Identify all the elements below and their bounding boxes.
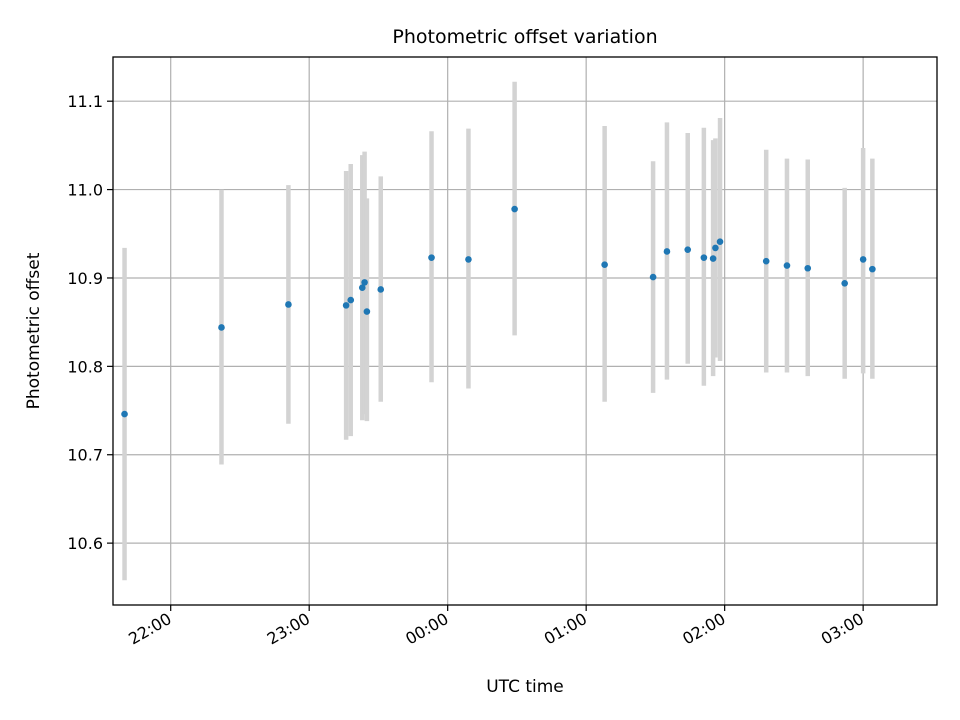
chart-title: Photometric offset variation xyxy=(392,26,657,48)
data-point xyxy=(121,410,128,418)
data-point xyxy=(218,324,225,331)
data-point xyxy=(663,248,671,255)
data-point xyxy=(465,256,472,263)
y-tick-label: 11.0 xyxy=(67,181,103,200)
data-point xyxy=(709,255,717,262)
data-point xyxy=(342,302,350,309)
data-point xyxy=(358,284,366,291)
y-tick-label: 10.9 xyxy=(67,269,103,288)
y-axis-label: Photometric offset xyxy=(24,252,44,409)
data-point xyxy=(841,279,848,287)
data-point xyxy=(762,257,770,265)
x-axis-label: UTC time xyxy=(486,677,564,697)
data-point xyxy=(649,273,657,281)
data-point xyxy=(428,254,435,261)
data-point xyxy=(712,244,719,252)
data-point xyxy=(361,279,368,286)
data-point xyxy=(859,256,867,263)
y-tick-label: 10.6 xyxy=(67,534,103,553)
plot-frame xyxy=(112,56,938,606)
y-tick-label: 10.8 xyxy=(67,357,103,376)
data-point xyxy=(684,246,692,253)
data-point xyxy=(869,265,876,273)
y-tick-label: 10.7 xyxy=(67,446,103,465)
data-point xyxy=(700,254,708,261)
data-point xyxy=(363,308,371,315)
point-layer xyxy=(121,205,876,418)
data-point xyxy=(285,301,292,308)
data-point xyxy=(601,261,608,269)
data-point xyxy=(377,286,385,293)
data-point xyxy=(804,264,812,272)
data-point xyxy=(716,238,724,246)
data-point xyxy=(347,296,355,304)
y-tick-label: 11.1 xyxy=(67,92,103,111)
data-point xyxy=(511,205,518,213)
data-point xyxy=(783,262,791,269)
